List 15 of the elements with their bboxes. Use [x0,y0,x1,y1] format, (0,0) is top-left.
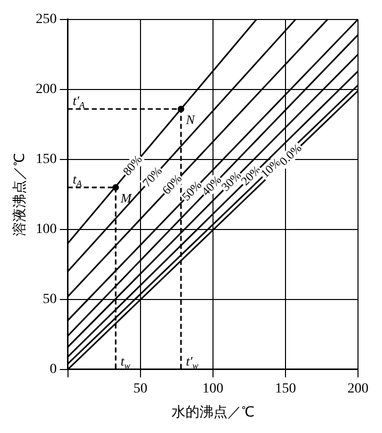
y-tick-label: 0 [50,362,57,378]
y-tick-label: 250 [36,12,57,28]
x-tick-label: 50 [133,381,148,396]
y-tick-label: 200 [36,82,57,98]
y-tick-label: 50 [42,292,57,308]
y-tick-label: 150 [36,152,57,168]
x-tick-label: 150 [274,381,296,396]
annotation: N [184,112,196,127]
x-axis-title: 水的沸点／℃ [171,404,254,420]
y-axis-title: 溶液沸点／℃ [12,152,28,236]
y-tick-label: 100 [36,222,57,238]
annotation: M [120,190,133,206]
text: 80% [120,152,145,178]
x-tick-label: 200 [348,381,368,396]
x-tick-label: 100 [202,381,224,396]
